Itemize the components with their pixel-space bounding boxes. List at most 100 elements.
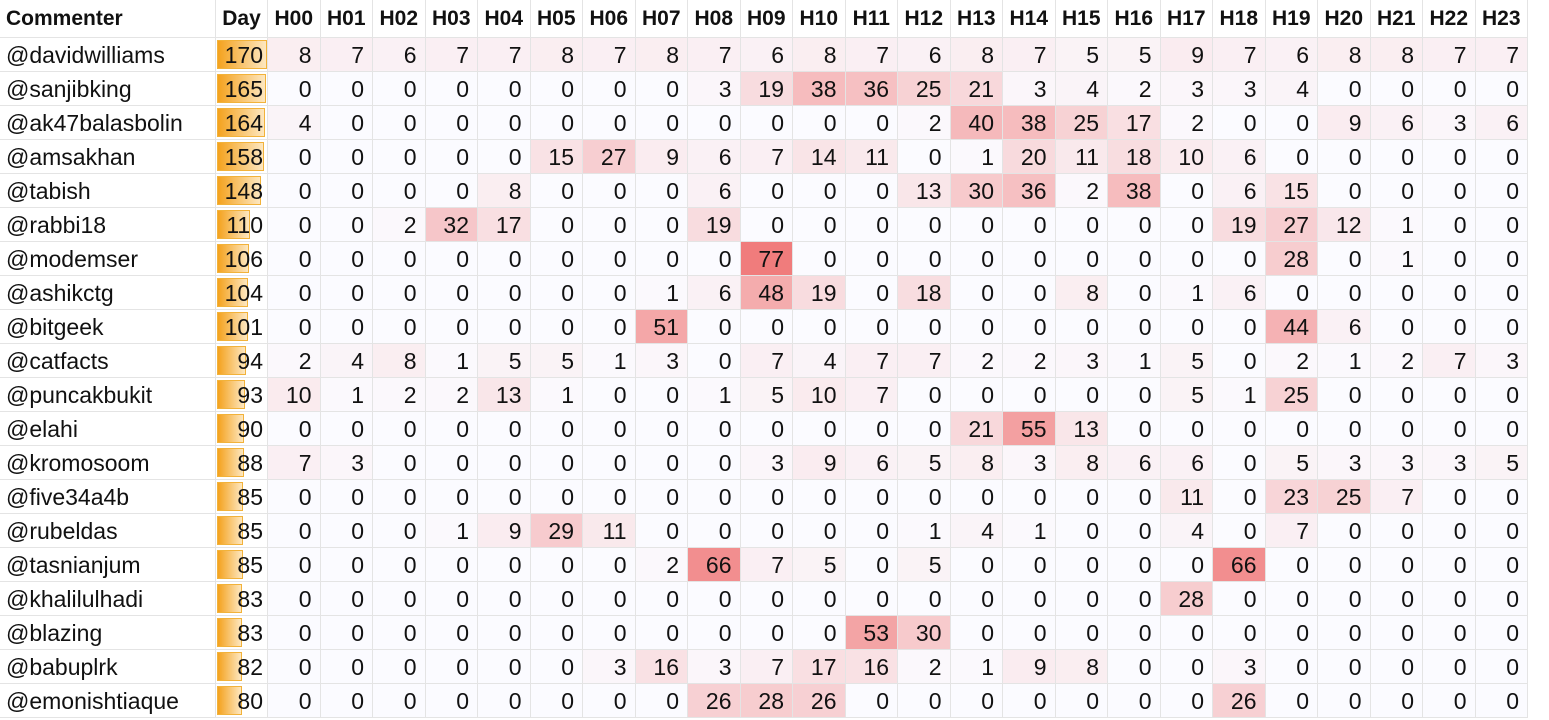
- hour-count-cell[interactable]: 15: [1265, 174, 1318, 208]
- hour-count-cell[interactable]: 8: [793, 38, 846, 72]
- hour-count-cell[interactable]: 0: [898, 378, 951, 412]
- hour-count-cell[interactable]: 0: [583, 378, 636, 412]
- hour-count-cell[interactable]: 0: [478, 480, 531, 514]
- hour-count-cell[interactable]: 7: [425, 38, 478, 72]
- hour-count-cell[interactable]: 0: [1475, 582, 1528, 616]
- column-header-h17[interactable]: H17: [1160, 0, 1213, 38]
- hour-count-cell[interactable]: 0: [1108, 582, 1161, 616]
- hour-count-cell[interactable]: 7: [740, 140, 793, 174]
- hour-count-cell[interactable]: 0: [425, 174, 478, 208]
- hour-count-cell[interactable]: 0: [1318, 412, 1371, 446]
- hour-count-cell[interactable]: 13: [1055, 412, 1108, 446]
- hour-count-cell[interactable]: 0: [373, 72, 426, 106]
- hour-count-cell[interactable]: 4: [950, 514, 1003, 548]
- hour-count-cell[interactable]: 1: [583, 344, 636, 378]
- hour-count-cell[interactable]: 2: [1108, 72, 1161, 106]
- hour-count-cell[interactable]: 0: [478, 582, 531, 616]
- hour-count-cell[interactable]: 0: [1108, 276, 1161, 310]
- hour-count-cell[interactable]: 0: [478, 106, 531, 140]
- commenter-name-cell[interactable]: @emonishtiaque: [0, 684, 216, 718]
- hour-count-cell[interactable]: 8: [950, 38, 1003, 72]
- hour-count-cell[interactable]: 0: [1108, 310, 1161, 344]
- hour-count-cell[interactable]: 19: [688, 208, 741, 242]
- hour-count-cell[interactable]: 0: [1475, 208, 1528, 242]
- hour-count-cell[interactable]: 0: [583, 684, 636, 718]
- hour-count-cell[interactable]: 0: [1370, 276, 1423, 310]
- hour-count-cell[interactable]: 9: [1160, 38, 1213, 72]
- hour-count-cell[interactable]: 0: [845, 276, 898, 310]
- hour-count-cell[interactable]: 0: [1160, 310, 1213, 344]
- hour-count-cell[interactable]: 0: [1265, 106, 1318, 140]
- hour-count-cell[interactable]: 3: [1213, 650, 1266, 684]
- commenter-name-cell[interactable]: @blazing: [0, 616, 216, 650]
- hour-count-cell[interactable]: 0: [740, 208, 793, 242]
- hour-count-cell[interactable]: 7: [1370, 480, 1423, 514]
- hour-count-cell[interactable]: 1: [635, 276, 688, 310]
- hour-count-cell[interactable]: 0: [1213, 106, 1266, 140]
- hour-count-cell[interactable]: 7: [740, 548, 793, 582]
- hour-count-cell[interactable]: 0: [583, 548, 636, 582]
- hour-count-cell[interactable]: 4: [1160, 514, 1213, 548]
- hour-count-cell[interactable]: 0: [268, 310, 321, 344]
- hour-count-cell[interactable]: 1: [950, 140, 1003, 174]
- hour-count-cell[interactable]: 0: [793, 480, 846, 514]
- hour-count-cell[interactable]: 4: [320, 344, 373, 378]
- hour-count-cell[interactable]: 0: [1475, 684, 1528, 718]
- hour-count-cell[interactable]: 0: [635, 242, 688, 276]
- hour-count-cell[interactable]: 7: [1265, 514, 1318, 548]
- hour-count-cell[interactable]: 0: [1003, 276, 1056, 310]
- hour-count-cell[interactable]: 0: [1055, 548, 1108, 582]
- hour-count-cell[interactable]: 0: [1370, 684, 1423, 718]
- hour-count-cell[interactable]: 18: [1108, 140, 1161, 174]
- hour-count-cell[interactable]: 9: [793, 446, 846, 480]
- column-header-h05[interactable]: H05: [530, 0, 583, 38]
- hour-count-cell[interactable]: 0: [1423, 276, 1476, 310]
- hour-count-cell[interactable]: 0: [1213, 344, 1266, 378]
- hour-count-cell[interactable]: 7: [845, 344, 898, 378]
- hour-count-cell[interactable]: 1: [1213, 378, 1266, 412]
- hour-count-cell[interactable]: 7: [845, 38, 898, 72]
- hour-count-cell[interactable]: 8: [530, 38, 583, 72]
- column-header-commenter[interactable]: Commenter: [0, 0, 216, 38]
- hour-count-cell[interactable]: 0: [740, 174, 793, 208]
- hour-count-cell[interactable]: 1: [950, 650, 1003, 684]
- hour-count-cell[interactable]: 26: [793, 684, 846, 718]
- hour-count-cell[interactable]: 7: [688, 38, 741, 72]
- hour-count-cell[interactable]: 5: [1055, 38, 1108, 72]
- hour-count-cell[interactable]: 36: [845, 72, 898, 106]
- hour-count-cell[interactable]: 0: [950, 582, 1003, 616]
- hour-count-cell[interactable]: 0: [1475, 480, 1528, 514]
- hour-count-cell[interactable]: 0: [740, 106, 793, 140]
- hour-count-cell[interactable]: 0: [898, 412, 951, 446]
- hour-count-cell[interactable]: 0: [1055, 616, 1108, 650]
- hour-count-cell[interactable]: 26: [1213, 684, 1266, 718]
- hour-count-cell[interactable]: 7: [1213, 38, 1266, 72]
- commenter-name-cell[interactable]: @khalilulhadi: [0, 582, 216, 616]
- hour-count-cell[interactable]: 5: [1160, 378, 1213, 412]
- hour-count-cell[interactable]: 2: [268, 344, 321, 378]
- hour-count-cell[interactable]: 0: [1423, 684, 1476, 718]
- hour-count-cell[interactable]: 13: [478, 378, 531, 412]
- hour-count-cell[interactable]: 0: [1160, 208, 1213, 242]
- hour-count-cell[interactable]: 8: [373, 344, 426, 378]
- column-header-h14[interactable]: H14: [1003, 0, 1056, 38]
- hour-count-cell[interactable]: 6: [1213, 140, 1266, 174]
- hour-count-cell[interactable]: 27: [583, 140, 636, 174]
- hour-count-cell[interactable]: 0: [1265, 140, 1318, 174]
- hour-count-cell[interactable]: 0: [1370, 310, 1423, 344]
- hour-count-cell[interactable]: 0: [635, 446, 688, 480]
- hour-count-cell[interactable]: 0: [793, 616, 846, 650]
- hour-count-cell[interactable]: 11: [845, 140, 898, 174]
- column-header-h21[interactable]: H21: [1370, 0, 1423, 38]
- hour-count-cell[interactable]: 0: [320, 480, 373, 514]
- hour-count-cell[interactable]: 6: [688, 140, 741, 174]
- hour-count-cell[interactable]: 0: [530, 242, 583, 276]
- hour-count-cell[interactable]: 5: [1160, 344, 1213, 378]
- hour-count-cell[interactable]: 0: [373, 514, 426, 548]
- hour-count-cell[interactable]: 0: [950, 480, 1003, 514]
- hour-count-cell[interactable]: 1: [425, 514, 478, 548]
- hour-count-cell[interactable]: 0: [1108, 548, 1161, 582]
- hour-count-cell[interactable]: 0: [1108, 684, 1161, 718]
- hour-count-cell[interactable]: 0: [688, 446, 741, 480]
- hour-count-cell[interactable]: 0: [320, 106, 373, 140]
